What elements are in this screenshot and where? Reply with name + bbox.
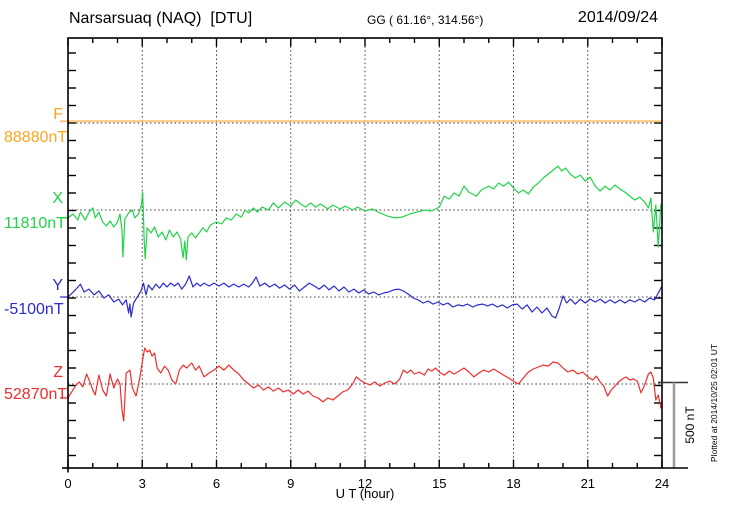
channel-value-f: 88880nT <box>4 129 68 146</box>
channel-value-y: -5100nT <box>4 301 64 318</box>
channel-label-y: Y <box>52 277 63 294</box>
channel-label-x: X <box>52 190 63 207</box>
plotted-at-note: Plotted at 2014/10/25 02:01 UT <box>709 344 719 462</box>
channel-label-f: F <box>53 106 63 123</box>
x-tick-label: 0 <box>64 476 71 491</box>
x-tick-label: 24 <box>655 476 669 491</box>
station-title: Narsarsuaq (NAQ) [DTU] <box>69 10 253 27</box>
channel-label-z: Z <box>53 364 63 381</box>
grid-layer <box>67 38 663 468</box>
geo-coordinates: GG ( 61.16°, 314.56°) <box>367 13 484 27</box>
channel-value-x: 11810nT <box>4 215 66 232</box>
plot-border <box>67 37 663 469</box>
plot-date: 2014/09/24 <box>577 9 658 26</box>
x-tick-label: 12 <box>358 476 372 491</box>
trace-y <box>59 275 663 319</box>
channel-value-z: 52870nT <box>4 386 68 403</box>
trace-layer <box>59 120 663 422</box>
x-tick-label: 9 <box>287 476 294 491</box>
scale-bar-label: 500 nT <box>683 406 697 444</box>
x-tick-label: 15 <box>432 476 446 491</box>
x-tick-label-layer: 0 3 6 9 12 15 18 21 24 <box>64 476 669 491</box>
x-tick-label: 21 <box>581 476 595 491</box>
x-tick-label: 3 <box>139 476 146 491</box>
x-tick-label: 18 <box>506 476 520 491</box>
trace-x <box>59 165 663 261</box>
trace-z <box>59 347 663 422</box>
x-axis-title: U T (hour) <box>336 486 395 501</box>
x-tick-label: 6 <box>213 476 220 491</box>
